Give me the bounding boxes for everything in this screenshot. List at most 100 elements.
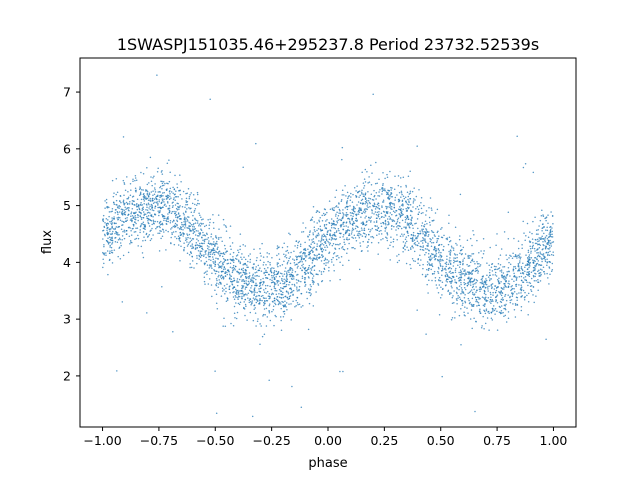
data-point [329,229,331,231]
data-point [262,256,265,258]
data-point [504,295,506,297]
data-point [367,199,370,202]
data-point [317,228,320,230]
data-point [539,252,542,255]
data-point [175,190,177,192]
data-point [488,264,490,266]
data-point [464,293,466,296]
data-point [462,259,464,261]
data-point [550,270,553,272]
data-point [246,276,248,279]
data-point [220,236,222,239]
data-point [148,193,151,196]
data-point [272,309,275,311]
data-point [428,279,430,282]
data-point [222,268,225,271]
data-point [385,205,387,208]
data-point [380,238,382,241]
data-point [129,201,131,203]
data-point [270,274,273,277]
data-point [496,268,498,271]
data-point [537,254,540,257]
data-point [368,181,371,183]
data-point [192,193,195,196]
data-point [304,285,306,287]
data-point [509,301,512,304]
data-point [537,264,540,266]
data-point [402,204,404,207]
data-point [467,257,470,259]
data-point [142,189,144,191]
data-point [539,251,541,253]
data-point [541,253,543,256]
data-point [517,247,520,250]
data-point [524,296,526,298]
data-point [174,214,177,217]
data-point [185,192,187,195]
data-point [401,212,403,215]
data-point [373,194,376,197]
data-point [183,246,186,249]
data-point [448,259,451,261]
data-point [278,258,281,261]
data-point [221,255,224,258]
data-point [385,191,388,194]
data-point [363,223,365,225]
data-point [341,158,343,161]
data-point [291,271,293,274]
data-point [268,252,270,255]
data-point [292,294,294,296]
data-point [382,221,385,224]
data-point [527,313,529,316]
data-point [402,247,405,249]
data-point [525,234,527,237]
data-point [146,206,148,209]
data-point [455,267,457,270]
data-point [104,222,106,224]
data-point [196,238,198,240]
data-point [167,230,169,233]
data-point [390,189,392,191]
data-point [517,240,520,242]
data-point [333,233,336,236]
data-point [300,406,303,409]
data-point [142,223,145,226]
data-point [312,206,315,208]
data-point [352,222,355,225]
data-point [250,303,252,306]
data-point [522,289,525,292]
data-point [244,288,247,290]
data-point [304,283,307,286]
data-point [273,283,276,286]
data-point [224,292,226,295]
data-point [109,244,111,247]
data-point [241,297,243,300]
data-point [310,243,312,245]
data-point [545,251,548,254]
data-point [317,253,320,255]
data-point [390,208,392,210]
data-point [186,203,189,206]
data-point [299,255,302,257]
data-point [499,270,501,272]
data-point [550,243,552,245]
data-point [441,375,443,378]
data-point [446,238,449,241]
data-point [220,260,222,263]
data-point [484,280,487,283]
data-point [241,280,243,282]
data-point [455,282,458,284]
data-point [376,234,378,237]
data-point [457,277,460,279]
data-point [178,190,180,192]
data-point [480,250,482,252]
data-point [266,256,268,258]
data-point [138,188,141,191]
data-point [223,266,226,268]
data-point [479,297,481,300]
data-point [390,192,392,194]
data-point [313,229,316,231]
data-point [409,192,412,194]
data-point [334,215,337,217]
data-point [452,295,454,297]
